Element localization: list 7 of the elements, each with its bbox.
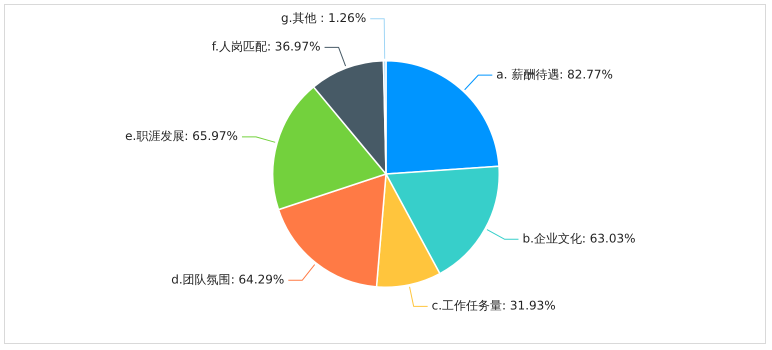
slice-label: a. 薪酬待遇: 82.77%	[496, 67, 613, 82]
slice-label: b.企业文化: 63.03%	[522, 231, 636, 246]
slice-label: d.团队氛围: 64.29%	[171, 272, 284, 286]
slice-label: e.职涯发展: 65.97%	[125, 128, 238, 143]
slice-label: c.工作任务量: 31.93%	[432, 298, 556, 313]
slice-label: f.人岗匹配: 36.97%	[212, 39, 321, 54]
slice-label: g.其他 : 1.26%	[280, 10, 366, 25]
